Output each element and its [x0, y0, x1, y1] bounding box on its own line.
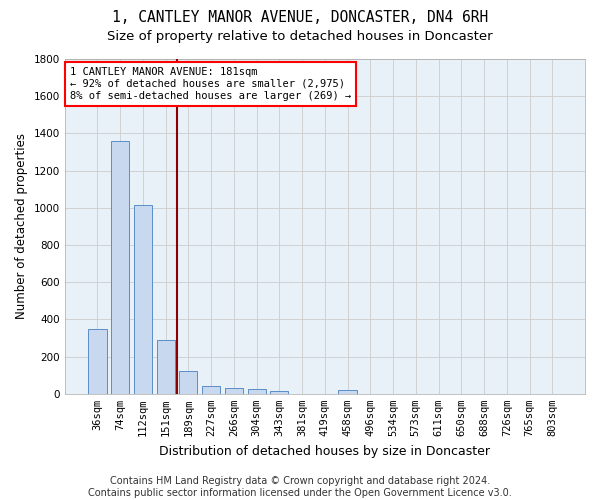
Text: Size of property relative to detached houses in Doncaster: Size of property relative to detached ho…	[107, 30, 493, 43]
Text: 1, CANTLEY MANOR AVENUE, DONCASTER, DN4 6RH: 1, CANTLEY MANOR AVENUE, DONCASTER, DN4 …	[112, 10, 488, 25]
Bar	[134, 205, 152, 394]
Bar	[248, 390, 266, 394]
Bar	[225, 388, 243, 394]
X-axis label: Distribution of detached houses by size in Doncaster: Distribution of detached houses by size …	[160, 444, 490, 458]
Bar	[179, 370, 197, 394]
Bar	[270, 390, 289, 394]
Bar	[338, 390, 356, 394]
Bar	[111, 141, 129, 394]
Text: Contains HM Land Registry data © Crown copyright and database right 2024.
Contai: Contains HM Land Registry data © Crown c…	[88, 476, 512, 498]
Y-axis label: Number of detached properties: Number of detached properties	[15, 134, 28, 320]
Text: 1 CANTLEY MANOR AVENUE: 181sqm
← 92% of detached houses are smaller (2,975)
8% o: 1 CANTLEY MANOR AVENUE: 181sqm ← 92% of …	[70, 68, 351, 100]
Bar	[88, 328, 107, 394]
Bar	[202, 386, 220, 394]
Bar	[157, 340, 175, 394]
